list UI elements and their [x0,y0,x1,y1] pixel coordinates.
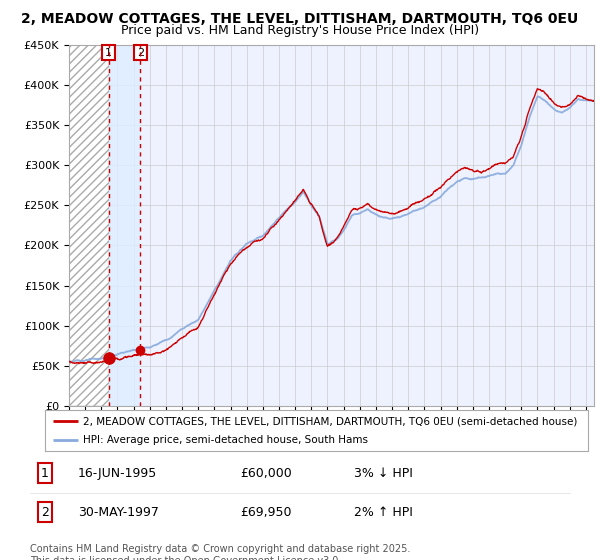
Text: 2, MEADOW COTTAGES, THE LEVEL, DITTISHAM, DARTMOUTH, TQ6 0EU: 2, MEADOW COTTAGES, THE LEVEL, DITTISHAM… [22,12,578,26]
Text: HPI: Average price, semi-detached house, South Hams: HPI: Average price, semi-detached house,… [83,435,368,445]
Bar [109,45,140,406]
Text: 3% ↓ HPI: 3% ↓ HPI [354,466,413,480]
Text: £60,000: £60,000 [240,466,292,480]
Text: 30-MAY-1997: 30-MAY-1997 [78,506,159,519]
Text: 2% ↑ HPI: 2% ↑ HPI [354,506,413,519]
Text: £69,950: £69,950 [240,506,292,519]
Text: Contains HM Land Registry data © Crown copyright and database right 2025.
This d: Contains HM Land Registry data © Crown c… [30,544,410,560]
Bar [69,45,109,406]
Text: 1: 1 [105,48,112,58]
Text: 2, MEADOW COTTAGES, THE LEVEL, DITTISHAM, DARTMOUTH, TQ6 0EU (semi-detached hous: 2, MEADOW COTTAGES, THE LEVEL, DITTISHAM… [83,417,577,426]
Text: 2: 2 [41,506,49,519]
Text: Price paid vs. HM Land Registry's House Price Index (HPI): Price paid vs. HM Land Registry's House … [121,24,479,36]
Text: 16-JUN-1995: 16-JUN-1995 [78,466,157,480]
Text: 1: 1 [41,466,49,480]
Text: 2: 2 [137,48,144,58]
